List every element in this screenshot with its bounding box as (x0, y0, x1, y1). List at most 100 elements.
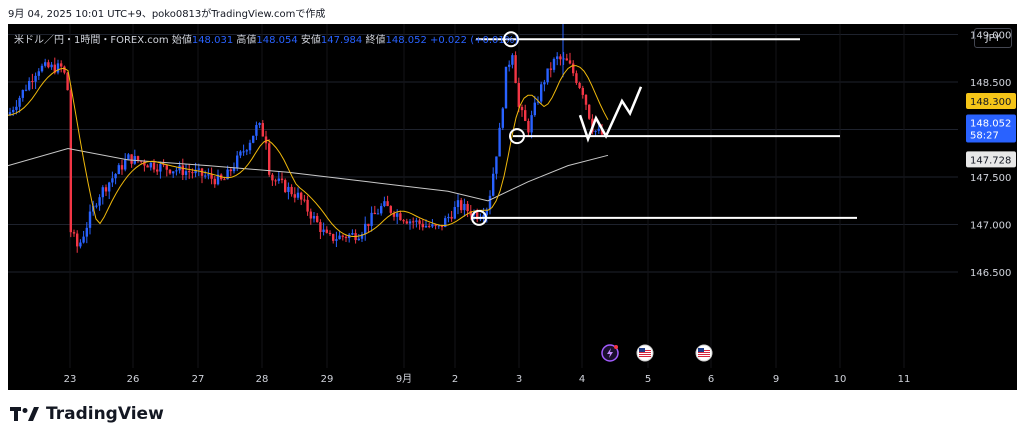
candle-body (332, 234, 335, 241)
candle-body (271, 174, 274, 181)
candle-body (540, 84, 543, 102)
tradingview-logo-icon (10, 407, 39, 421)
candle-body (152, 162, 156, 170)
x-tick-label: 2 (452, 374, 458, 385)
candle-body (328, 232, 332, 235)
us-flag-icon (636, 344, 654, 362)
candle-body (88, 211, 92, 228)
open-value: 148.031 (191, 35, 234, 46)
x-tick-label: 28 (256, 374, 269, 385)
candle-body (463, 203, 466, 211)
candle-body (309, 211, 312, 219)
candle-body (325, 229, 328, 233)
candle-body (549, 68, 552, 70)
candle-body (31, 80, 34, 82)
candle-body (396, 213, 399, 217)
candle-body (450, 216, 453, 219)
candle-body (191, 172, 194, 174)
candle-body (53, 64, 56, 73)
ma-fast-price-tag: 148.300 (970, 97, 1011, 108)
candle-body (34, 75, 37, 82)
price-chart[interactable]: 149.500149.000148.500147.500147.000146.5… (7, 17, 1017, 390)
candle-body (533, 102, 536, 116)
candle-body (428, 225, 431, 227)
candle-body (104, 187, 108, 192)
brand-name: TradingView (46, 404, 164, 424)
x-tick-label: 9 (773, 374, 779, 385)
candle-body (216, 174, 220, 185)
candle-body (184, 171, 188, 175)
candle-body (60, 63, 63, 67)
candle-body (370, 212, 373, 226)
low-value: 147.984 (320, 35, 363, 46)
candle-body (453, 207, 456, 219)
candle-body (588, 104, 591, 119)
candle-body (76, 233, 79, 247)
candle-body (424, 225, 428, 228)
candle-body (79, 242, 82, 247)
candle-body (18, 97, 21, 107)
candle-body (63, 66, 66, 73)
candle-body (175, 170, 178, 172)
ma-slow-price-tag-bg (966, 151, 1016, 168)
candle-body (207, 174, 210, 176)
candle-body (399, 213, 402, 221)
candle-body (357, 238, 360, 241)
candle-body (367, 223, 370, 226)
chart-frame[interactable]: 149.500149.000148.500147.500147.000146.5… (7, 17, 1017, 390)
candle-body (47, 62, 50, 68)
candle-body (108, 182, 111, 192)
anchor-circle (509, 128, 525, 145)
candle-body (223, 179, 226, 181)
x-tick-label: 23 (64, 374, 77, 385)
candle-body (69, 90, 72, 233)
candle-body (546, 68, 549, 83)
candle-body (21, 90, 24, 98)
candle-body (412, 221, 415, 223)
candle-body (290, 186, 293, 195)
change-value: +0.022 (+0.01%) (430, 35, 519, 46)
candle-body (15, 106, 18, 110)
candle-body (236, 155, 239, 169)
candle-body (181, 165, 184, 175)
candle-body (415, 220, 418, 222)
candle-body (514, 55, 517, 84)
candle-body (444, 218, 447, 227)
candle-body (568, 60, 572, 64)
candle-body (322, 229, 325, 233)
candle-body (268, 143, 271, 175)
candle-body (136, 156, 140, 161)
candle-body (40, 65, 44, 72)
candle-body (127, 154, 130, 160)
candle-body (82, 236, 85, 243)
high-value: 148.054 (256, 35, 298, 46)
y-tick-label: 149.000 (970, 31, 1011, 42)
x-tick-label: 11 (898, 374, 911, 385)
countdown-tag: 58:27 (970, 131, 999, 142)
candle-body (95, 205, 98, 207)
candle-body (594, 130, 597, 132)
candle-body (245, 150, 248, 152)
candle-body (434, 224, 437, 226)
candle-body (156, 169, 159, 172)
candle-body (146, 165, 149, 168)
candle-body (341, 235, 344, 237)
candle-body (252, 135, 255, 143)
open-label: 始値 (171, 35, 192, 46)
candle-body (376, 213, 380, 215)
candle-body (373, 212, 376, 215)
candle-body (559, 56, 562, 60)
tradingview-logo[interactable]: TradingView (10, 404, 164, 424)
candle-body (543, 82, 546, 85)
candle-body (565, 58, 568, 61)
ma-slow-line (7, 147, 609, 202)
candle-body (392, 212, 396, 217)
x-tick-label: 29 (321, 374, 334, 385)
currency-button[interactable]: JPY (974, 28, 1012, 48)
candle-body (44, 62, 47, 66)
candle-body (24, 89, 28, 91)
anchor-circle (471, 209, 487, 226)
candle-body (197, 168, 200, 170)
candle-body (421, 223, 424, 228)
candle-body (50, 64, 53, 68)
